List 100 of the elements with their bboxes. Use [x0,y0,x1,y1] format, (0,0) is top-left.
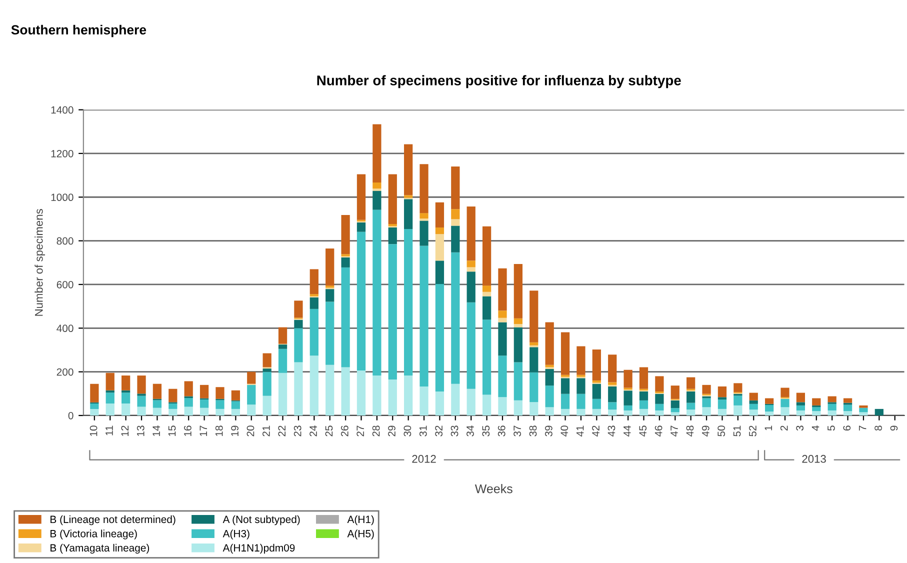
bar [498,268,507,311]
bar [560,394,570,409]
x-tick-label: 22 [278,426,286,436]
bar [796,405,806,410]
bar [734,396,742,406]
bar [326,302,334,365]
bar [420,386,428,416]
bar [435,202,444,228]
bar [608,386,617,402]
bar [356,232,366,371]
bar [764,405,774,412]
bar [168,403,178,409]
bar [435,234,444,261]
bar [278,344,288,349]
bar [482,394,492,416]
bar [404,195,413,198]
bar [420,246,428,386]
bar [859,408,868,412]
legend-label: A (Not subtyped) [222,515,300,526]
bar [466,206,476,261]
bar [530,372,538,402]
bar [106,390,114,393]
bar [451,384,460,416]
bar [498,318,507,322]
y-tick-label: 800 [56,237,74,245]
bar [545,322,554,365]
bar [247,404,256,416]
bar [341,215,350,254]
x-tick-label: 3 [796,426,804,431]
bar [624,410,632,416]
x-tick-label: 46 [654,426,662,437]
x-axis-title: Weeks [474,484,512,494]
bar [356,222,366,232]
bar [106,403,114,416]
y-tick-label: 600 [56,280,74,288]
x-tick-label: 52 [749,426,756,436]
bar [90,408,99,416]
x-tick-label: 5 [828,426,835,431]
x-tick-label: 33 [450,426,458,436]
bar [639,367,648,389]
bar [326,289,334,302]
bar [576,394,586,409]
bar [231,408,240,416]
bar [372,210,382,376]
bar [514,327,523,362]
bar [168,388,178,402]
bar [231,390,240,400]
x-tick-label: 4 [812,426,820,431]
legend-label: B (Lineage not determined) [50,515,176,526]
y-tick-label: 1400 [51,106,74,114]
bar [106,392,114,404]
bar [247,372,256,384]
bar [545,386,554,408]
bar [294,320,303,328]
x-tick-label: 12 [121,426,129,436]
bar [498,310,507,318]
bar [498,397,507,416]
bar [482,292,492,296]
bar [404,376,413,416]
bar [749,400,758,404]
bar [498,322,507,356]
bar [388,174,397,224]
bar [200,384,209,398]
bar [576,346,586,375]
bar [168,408,178,416]
bar [718,386,727,398]
x-tick-label: 31 [419,426,427,436]
chart-title: Southern hemisphere [11,24,146,38]
x-tick-label: 15 [168,426,176,436]
x-tick-label: 30 [404,426,412,436]
bar [670,400,680,408]
bar [184,381,193,396]
bar [655,410,664,416]
bar [780,398,790,408]
x-tick-label: 45 [639,426,647,437]
x-tick-label: 43 [608,426,616,437]
bar [451,252,460,384]
x-tick-label: 2 [780,426,788,430]
bar [608,382,617,385]
x-tick-label: 8 [874,426,882,431]
bar [388,244,397,380]
bar [466,260,476,268]
bar [796,402,806,406]
bar [152,408,162,416]
bar [278,348,288,373]
bar [262,353,272,368]
bar [608,402,617,410]
bar [482,226,492,286]
bar [326,248,334,286]
bar [592,408,601,416]
bar [734,383,742,392]
x-tick-label: 10 [90,426,98,436]
legend-label: A(H1N1)pdm09 [222,544,295,554]
bar [514,324,523,328]
bar [639,400,648,409]
bar [122,390,130,393]
bar [466,267,476,272]
bar [262,368,272,372]
x-tick-label: 23 [294,426,302,436]
bar [278,327,288,344]
